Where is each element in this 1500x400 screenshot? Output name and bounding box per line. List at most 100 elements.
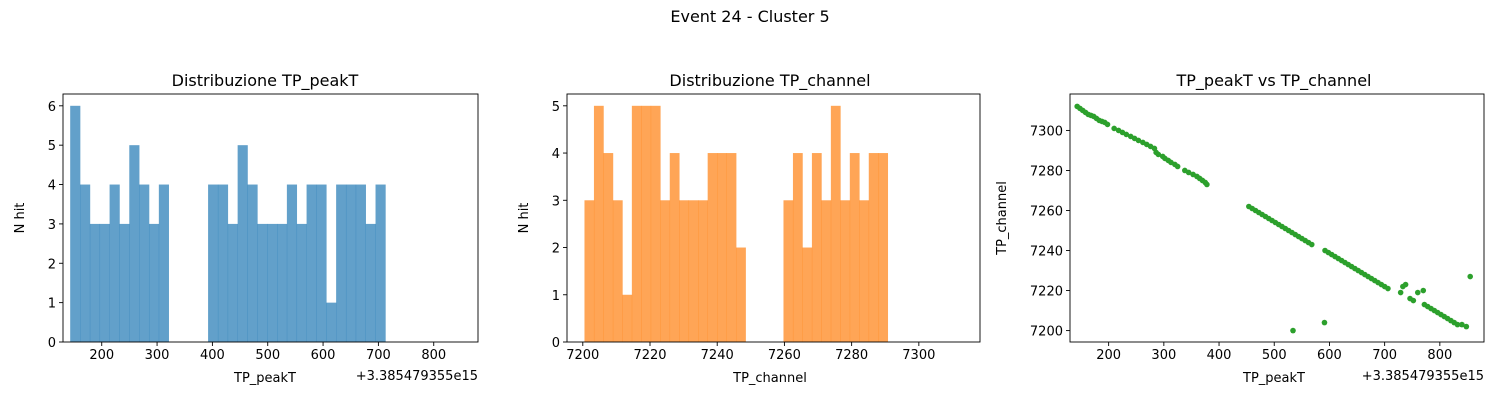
panel3-point <box>1410 297 1417 304</box>
panel3-point <box>1204 181 1210 188</box>
panel1-title: Distribuzione TP_peakT <box>172 71 359 91</box>
panel2-bar <box>840 200 851 342</box>
panel1-bar <box>148 223 160 342</box>
panel3-xtick-label: 600 <box>1317 348 1342 363</box>
panel1-bar <box>99 223 110 342</box>
panel2-ylabel: N hit <box>517 203 532 234</box>
panel3-ytick-label: 7300 <box>1030 124 1063 139</box>
panel2-bar <box>593 105 604 342</box>
panel1-bar <box>139 184 150 342</box>
panel1-bar <box>336 184 347 342</box>
panel2-bar <box>660 200 671 342</box>
panel1-xtick-label: 600 <box>311 348 336 363</box>
panel1-bar <box>365 223 376 342</box>
panel1-bar <box>119 223 130 342</box>
panel2-xtick-label: 7260 <box>768 348 801 363</box>
panel3-ylabel: TP_channel <box>995 181 1010 256</box>
panel1-xtick-label: 800 <box>421 348 446 363</box>
panel1-bar <box>296 223 307 342</box>
panel3-point <box>1104 121 1111 128</box>
panel2-bar <box>792 153 803 342</box>
panel1-bar <box>316 184 327 342</box>
panel1-ytick-label: 2 <box>48 257 56 272</box>
panel1-bar <box>217 184 229 342</box>
panel3-point <box>1397 289 1404 296</box>
panel1-ylabel: N hit <box>13 203 28 234</box>
panel2-ytick-label: 4 <box>552 147 560 162</box>
panel2-bar <box>878 153 889 342</box>
panel1-bar <box>375 184 386 342</box>
panel1-bar <box>70 105 81 342</box>
panel3-frame <box>1069 93 1485 343</box>
panel-peakT-histogram: Distribuzione TP_peakT 200 300 400 500 600 70… <box>13 71 479 386</box>
panel1-xlabel: TP_peakT <box>233 371 296 386</box>
panel3-point <box>1321 319 1328 326</box>
panel3-plot-area: 200 300 400 500 600 700 800 7200 7220 7240 7260 728… <box>1030 93 1485 363</box>
panel2-bar <box>603 153 614 342</box>
panel2-bar <box>783 200 794 342</box>
panel3-point <box>1463 323 1470 330</box>
panel1-bar <box>109 184 120 342</box>
panel2-bar <box>688 200 699 342</box>
panel3-point <box>1174 163 1181 170</box>
panel2-bar <box>736 247 746 342</box>
panel3-point <box>1459 321 1465 328</box>
panel3-ytick-label: 7260 <box>1030 204 1063 219</box>
panel1-bar <box>89 223 101 342</box>
panel3-point <box>1420 287 1427 294</box>
panel-peakT-vs-channel-scatter: TP_peakT vs TP_channel 200 300 400 500 600 70… <box>995 71 1485 386</box>
panel1-bar <box>355 184 366 342</box>
panel3-offset-text: +3.385479355e15 <box>1362 369 1484 384</box>
panel2-xtick-label: 7280 <box>835 348 868 363</box>
panel2-title: Distribuzione TP_channel <box>669 71 870 91</box>
panel3-xtick-label: 400 <box>1207 348 1232 363</box>
panel3-point <box>1467 273 1473 280</box>
panel1-bar <box>326 302 337 342</box>
panel3-point <box>1454 321 1461 328</box>
panel3-xtick-label: 300 <box>1151 348 1176 363</box>
panel3-point <box>1123 131 1130 138</box>
panel1-bar <box>129 145 140 342</box>
panel2-bar <box>641 105 652 342</box>
panel2-ytick-label: 3 <box>552 194 560 209</box>
panel3-point <box>1111 125 1117 132</box>
panel2-bar <box>802 247 813 342</box>
panel2-bar <box>612 200 623 342</box>
panel3-ytick-label: 7220 <box>1030 285 1063 300</box>
panel2-bar <box>821 200 832 342</box>
panel3-xlabel: TP_peakT <box>1242 371 1305 386</box>
panel1-bar <box>267 223 278 342</box>
panel3-point <box>1402 281 1409 288</box>
panel1-xtick-label: 400 <box>200 348 225 363</box>
panel3-point <box>1414 289 1421 296</box>
panel1-ytick-label: 6 <box>48 100 56 115</box>
panel2-bar <box>811 153 822 342</box>
panel1-xtick-label: 300 <box>145 348 170 363</box>
panel1-xtick-label: 500 <box>255 348 280 363</box>
panel1-bar <box>158 184 169 342</box>
panel2-ytick-label: 2 <box>552 242 560 257</box>
panel1-ytick-label: 1 <box>48 297 56 312</box>
panel2-bar <box>830 105 841 342</box>
panel2-xtick-label: 7200 <box>566 348 599 363</box>
panel1-bar <box>247 184 258 342</box>
panel3-xtick-label: 500 <box>1262 348 1287 363</box>
panel2-bar <box>726 153 737 342</box>
panel1-bar <box>286 184 298 342</box>
panel2-ytick-label: 0 <box>552 336 560 351</box>
panel1-ytick-label: 0 <box>48 336 56 351</box>
panel1-ytick-label: 5 <box>48 139 56 154</box>
panel1-bar <box>306 184 317 342</box>
panel2-xtick-label: 7220 <box>633 348 666 363</box>
panel3-point <box>1135 137 1142 144</box>
panel3-point <box>1308 241 1315 248</box>
panel2-xlabel: TP_channel <box>732 371 807 386</box>
panel1-bar <box>277 223 288 342</box>
panel2-bar <box>584 200 595 342</box>
panel1-bar <box>237 145 248 342</box>
panel1-ytick-label: 3 <box>48 218 56 233</box>
panel3-ytick-label: 7280 <box>1030 164 1063 179</box>
panel3-xtick-label: 700 <box>1372 348 1397 363</box>
panel2-bar <box>707 153 718 342</box>
